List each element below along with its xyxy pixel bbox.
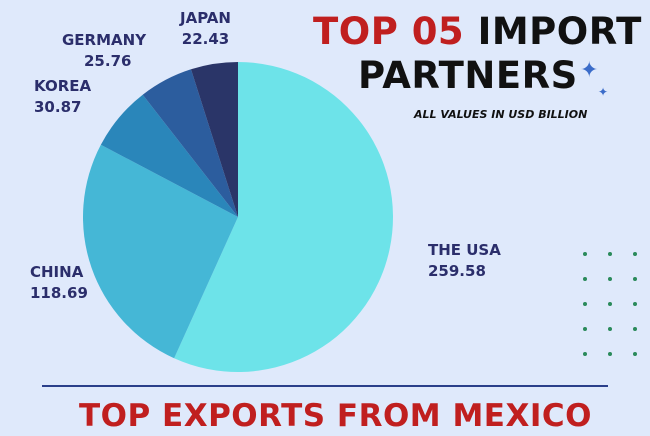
slice-label-germany-name: GERMANY [62,31,147,49]
slice-label-germany-value: 25.76 [84,52,132,70]
pie-slice-japan [190,62,238,217]
decorative-dot [583,252,587,256]
slice-label-korea-value: 30.87 [34,98,82,116]
decorative-dot [608,302,612,306]
decorative-dot [608,352,612,356]
slice-label-china-name: CHINA [30,263,84,281]
pie-slice-china [83,144,239,359]
decorative-dot [608,277,612,281]
decorative-dot [633,302,637,306]
slice-label-usa: THE USA 259.58 [428,240,501,282]
decorative-dot [608,327,612,331]
chart-title-line-1: TOP 05 IMPORT [313,10,642,54]
slice-label-china-value: 118.69 [30,284,88,302]
pie-slice-korea [100,94,238,217]
next-section-title: TOP EXPORTS FROM MEXICO [79,398,593,434]
chart-subtitle: ALL VALUES IN USD BILLION [414,108,588,121]
slice-label-japan: JAPAN 22.43 [180,8,231,50]
slice-label-germany: GERMANY 25.76 [62,30,146,72]
decorative-dot [608,252,612,256]
slice-label-korea: KOREA 30.87 [34,76,91,118]
decorative-dot [583,302,587,306]
slice-label-korea-name: KOREA [34,77,92,95]
slice-label-usa-name: THE USA [428,241,501,259]
decorative-dot [633,352,637,356]
slice-label-usa-value: 259.58 [428,262,486,280]
title-word-part: IMPORT [477,10,642,53]
slice-label-japan-value: 22.43 [181,30,230,48]
decorative-dot [583,277,587,281]
pie-slice-germany [142,69,238,217]
title-number-part: TOP 05 [313,10,465,53]
sparkle-icon: ✦ [580,58,599,83]
slice-label-china: CHINA 118.69 [30,262,88,304]
chart-title-line-2: PARTNERS [358,54,578,97]
sparkle-small-icon: ✦ [598,85,609,99]
decorative-dot [633,277,637,281]
pie-slice-the-usa [174,62,393,372]
decorative-dot [633,327,637,331]
section-divider [42,385,608,387]
decorative-dot [583,352,587,356]
decorative-dot [633,252,637,256]
decorative-dot [583,327,587,331]
slice-label-japan-name: JAPAN [180,9,231,27]
